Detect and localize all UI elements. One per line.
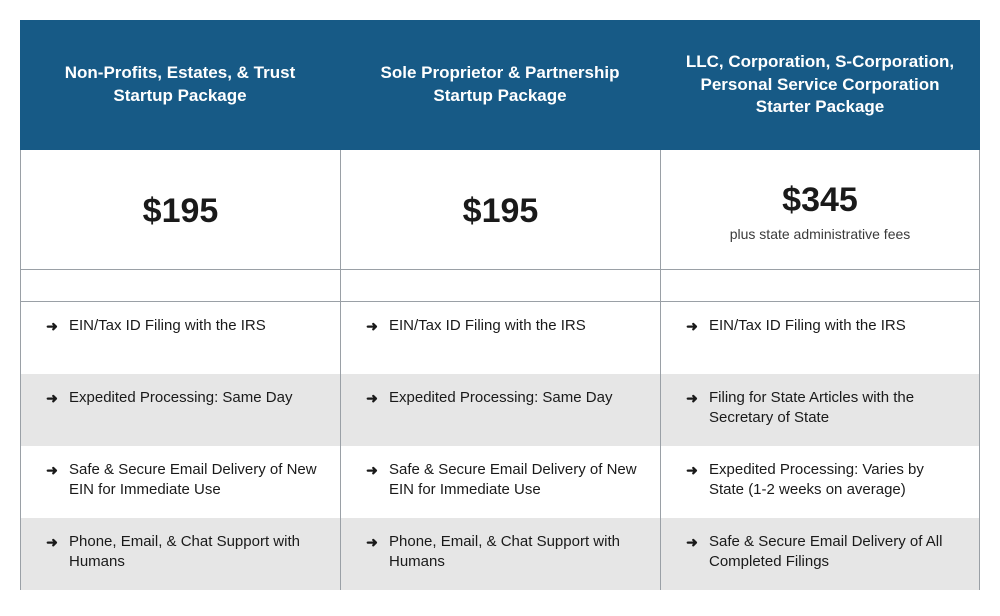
feature-text: Expedited Processing: Same Day xyxy=(69,388,292,408)
feature-cell: ➜ Safe & Secure Email Delivery of New EI… xyxy=(340,446,660,518)
feature-text: Safe & Secure Email Delivery of All Comp… xyxy=(709,532,961,573)
feature-cell: ➜ EIN/Tax ID Filing with the IRS xyxy=(20,302,340,374)
arrow-icon: ➜ xyxy=(365,391,379,405)
feature-cell: ➜ Filing for State Articles with the Sec… xyxy=(660,374,980,446)
feature-cell: ➜ EIN/Tax ID Filing with the IRS xyxy=(340,302,660,374)
feature-text: EIN/Tax ID Filing with the IRS xyxy=(69,316,266,336)
feature-text: Safe & Secure Email Delivery of New EIN … xyxy=(69,460,322,501)
feature-cell: ➜ Safe & Secure Email Delivery of All Co… xyxy=(660,518,980,590)
arrow-icon: ➜ xyxy=(685,535,699,549)
package-header: Non-Profits, Estates, & Trust Startup Pa… xyxy=(20,20,340,150)
feature-text: EIN/Tax ID Filing with the IRS xyxy=(709,316,906,336)
package-header: LLC, Corporation, S-Corporation, Persona… xyxy=(660,20,980,150)
price-cell: $195 xyxy=(340,150,660,270)
price-cell: $195 xyxy=(20,150,340,270)
arrow-icon: ➜ xyxy=(365,319,379,333)
spacer xyxy=(20,270,340,302)
feature-text: Phone, Email, & Chat Support with Humans xyxy=(389,532,642,573)
arrow-icon: ➜ xyxy=(45,391,59,405)
feature-cell: ➜ Expedited Processing: Same Day xyxy=(20,374,340,446)
arrow-icon: ➜ xyxy=(45,535,59,549)
feature-cell: ➜ Expedited Processing: Same Day xyxy=(340,374,660,446)
price-value: $345 xyxy=(782,181,858,220)
feature-cell: ➜ Phone, Email, & Chat Support with Huma… xyxy=(20,518,340,590)
arrow-icon: ➜ xyxy=(365,535,379,549)
arrow-icon: ➜ xyxy=(365,463,379,477)
pricing-table: Non-Profits, Estates, & Trust Startup Pa… xyxy=(20,20,980,590)
feature-text: Safe & Secure Email Delivery of New EIN … xyxy=(389,460,642,501)
arrow-icon: ➜ xyxy=(45,319,59,333)
arrow-icon: ➜ xyxy=(685,391,699,405)
price-cell: $345 plus state administrative fees xyxy=(660,150,980,270)
spacer xyxy=(660,270,980,302)
package-header: Sole Proprietor & Partnership Startup Pa… xyxy=(340,20,660,150)
feature-text: Phone, Email, & Chat Support with Humans xyxy=(69,532,322,573)
price-note: plus state administrative fees xyxy=(730,226,911,242)
feature-cell: ➜ Phone, Email, & Chat Support with Huma… xyxy=(340,518,660,590)
feature-cell: ➜ Expedited Processing: Varies by State … xyxy=(660,446,980,518)
arrow-icon: ➜ xyxy=(45,463,59,477)
spacer xyxy=(340,270,660,302)
feature-text: Filing for State Articles with the Secre… xyxy=(709,388,961,429)
arrow-icon: ➜ xyxy=(685,463,699,477)
feature-text: Expedited Processing: Same Day xyxy=(389,388,612,408)
arrow-icon: ➜ xyxy=(685,319,699,333)
feature-cell: ➜ Safe & Secure Email Delivery of New EI… xyxy=(20,446,340,518)
price-value: $195 xyxy=(463,192,539,231)
feature-text: EIN/Tax ID Filing with the IRS xyxy=(389,316,586,336)
feature-cell: ➜ EIN/Tax ID Filing with the IRS xyxy=(660,302,980,374)
price-value: $195 xyxy=(143,192,219,231)
feature-text: Expedited Processing: Varies by State (1… xyxy=(709,460,961,501)
